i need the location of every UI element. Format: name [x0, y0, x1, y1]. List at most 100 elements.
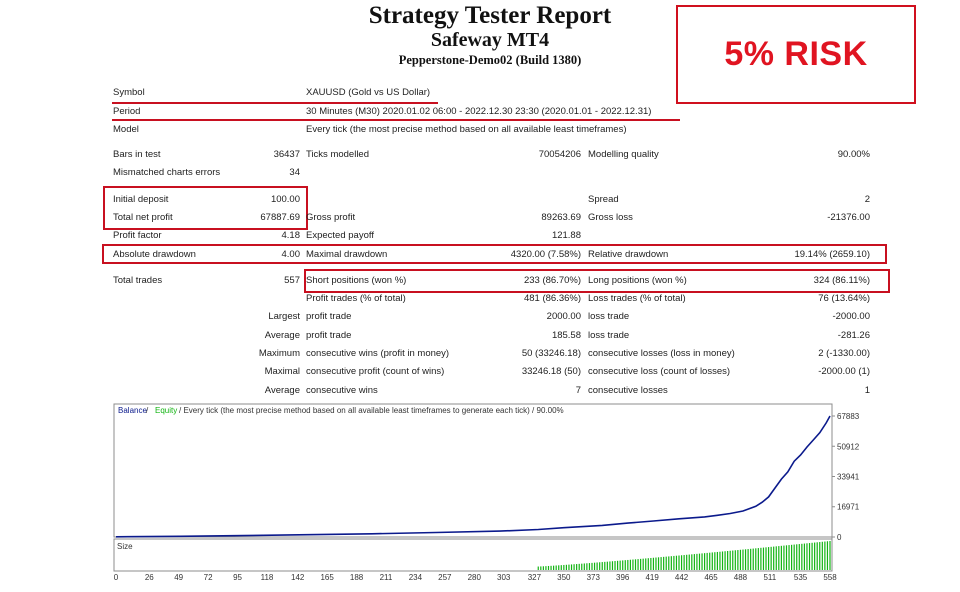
size-bar: [678, 555, 680, 570]
alt-value: -281.26: [837, 330, 870, 341]
size-bar: [803, 543, 806, 570]
mcw-label: consecutive wins (profit in money): [306, 348, 450, 359]
size-bar: [542, 566, 544, 570]
size-bar: [650, 557, 652, 570]
x-axis-ticks: 0 26 49 72 95 118 142 165 188 211 234 257 280 303 327 3…: [114, 573, 837, 582]
size-bar: [558, 565, 560, 570]
size-bar: [642, 558, 644, 570]
size-bar: [693, 554, 695, 570]
ticks-value: 70054206: [538, 149, 581, 160]
size-bar: [798, 544, 800, 570]
size-bar: [588, 563, 591, 570]
size-bar: [565, 564, 568, 570]
size-bar: [540, 566, 542, 570]
x-tick-label: 396: [616, 573, 630, 582]
balance-chart: Balance / Equity / Every tick (the most …: [112, 402, 862, 587]
size-bar: [762, 547, 765, 570]
mismatch-label: Mismatched charts errors: [113, 167, 221, 178]
size-bar: [632, 559, 634, 570]
size-bar: [537, 566, 539, 570]
mcw-value: 50 (33246.18): [521, 348, 581, 359]
risk-label: 5% RISK: [724, 35, 868, 73]
size-bar: [647, 558, 649, 570]
size-bar: [778, 546, 780, 570]
maxdd-label: Maximal drawdown: [306, 249, 388, 260]
size-bar: [811, 542, 813, 570]
ticks-label: Ticks modelled: [306, 149, 370, 160]
x-tick-label: 188: [350, 573, 364, 582]
size-bar: [819, 542, 821, 570]
legend-description: / Every tick (the most precise method ba…: [179, 406, 564, 415]
size-bar: [665, 556, 667, 570]
size-bar: [581, 563, 583, 570]
x-tick-label: 72: [204, 573, 213, 582]
size-bar: [619, 560, 621, 570]
lpt-label: profit trade: [306, 311, 352, 322]
size-bar: [555, 565, 557, 570]
average-label: Average: [264, 330, 300, 341]
size-bar: [796, 544, 798, 570]
netprofit-value: 67887.69: [260, 212, 300, 223]
size-bar: [791, 544, 793, 570]
size-bar: [711, 552, 713, 570]
size-bar: [606, 561, 608, 570]
size-bar: [663, 556, 665, 570]
size-bar: [765, 547, 767, 570]
size-bar: [780, 545, 782, 570]
mcloss-value: -2000.00 (1): [818, 366, 870, 377]
symbol-label: Symbol: [113, 87, 145, 98]
spread-label: Spread: [588, 194, 619, 205]
netprofit-label: Total net profit: [113, 212, 173, 223]
ptrades-label: Profit trades (% of total): [306, 293, 406, 304]
long-value: 324 (86.11%): [813, 275, 870, 286]
size-bar: [801, 543, 803, 570]
deposit-value: 100.00: [270, 194, 300, 205]
size-label: Size: [117, 542, 133, 551]
x-tick-label: 165: [320, 573, 334, 582]
period-value: 30 Minutes (M30) 2020.01.02 06:00 - 2022…: [306, 106, 652, 117]
ltrades-label: Loss trades (% of total): [588, 293, 686, 304]
size-bar: [576, 564, 578, 570]
server-name: Pepperstone-Demo02 (Build 1380): [398, 53, 582, 67]
size-bar: [583, 563, 585, 570]
size-bar: [683, 555, 685, 570]
size-bar: [767, 547, 770, 570]
size-bar: [652, 557, 655, 570]
size-bar: [714, 552, 716, 570]
symbol-underline: [112, 102, 438, 104]
x-tick-label: 511: [763, 573, 776, 582]
size-bar: [719, 551, 721, 570]
size-bar: [686, 554, 688, 570]
size-bar: [657, 557, 660, 570]
size-bar: [788, 545, 790, 570]
bars-value: 36437: [273, 149, 300, 160]
symbol-value: XAUUSD (Gold vs US Dollar): [306, 87, 431, 98]
pf-label: Profit factor: [113, 230, 162, 241]
x-tick-label: 442: [675, 573, 689, 582]
x-tick-label: 234: [409, 573, 423, 582]
mcp-value: 33246.18 (50): [521, 366, 581, 377]
size-bar: [734, 550, 736, 570]
acl-label: consecutive losses: [588, 385, 668, 396]
apt-label: profit trade: [306, 330, 352, 341]
y-tick-label: 67883: [837, 412, 860, 421]
size-bar: [550, 565, 552, 570]
x-tick-label: 465: [704, 573, 718, 582]
size-bar: [591, 562, 593, 570]
size-bar: [563, 564, 565, 570]
model-value: Every tick (the most precise method base…: [306, 124, 627, 135]
size-bar: [668, 556, 670, 570]
size-bar: [814, 542, 816, 570]
period-label: Period: [113, 106, 141, 117]
size-bar: [752, 548, 754, 570]
ltrades-value: 76 (13.64%): [818, 293, 870, 304]
size-bar: [637, 559, 639, 570]
size-bar: [614, 561, 616, 570]
deposit-highlight-box: [103, 186, 308, 230]
absdd-label: Absolute drawdown: [113, 249, 196, 260]
drawdown-highlight-box: [102, 244, 887, 264]
size-bar: [755, 548, 757, 570]
size-bar: [826, 541, 829, 570]
acl-value: 1: [864, 385, 870, 396]
x-tick-label: 535: [794, 573, 808, 582]
